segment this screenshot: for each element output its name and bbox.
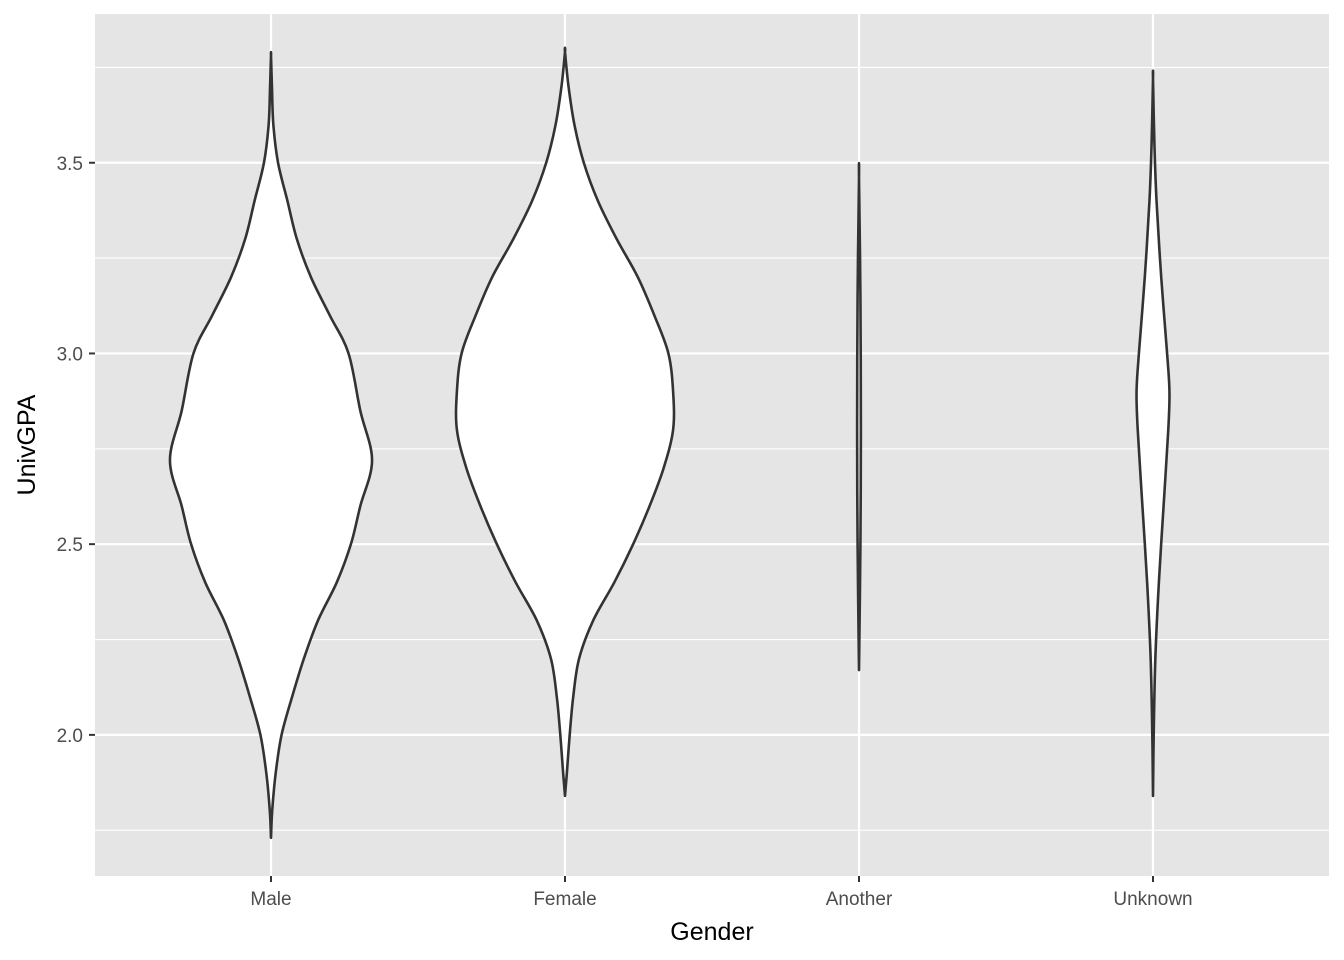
violin-male (168, 50, 374, 840)
y-tick-label: 3.5 (57, 154, 83, 175)
y-axis: 2.0 2.5 3.0 3.5 (57, 154, 95, 747)
x-tick-label-another: Another (826, 889, 893, 910)
violin-female (454, 46, 676, 798)
violin-another (855, 161, 863, 672)
violin-unknown (1135, 69, 1171, 798)
y-axis-title: UnivGPA (13, 394, 41, 495)
x-axis: Male Female Another Unknown (250, 876, 1193, 910)
violins (168, 46, 1171, 840)
x-tick-label-female: Female (533, 889, 596, 910)
x-tick-label-male: Male (250, 889, 291, 910)
y-tick-label: 2.5 (57, 535, 83, 556)
y-tick-label: 2.0 (57, 726, 83, 747)
x-axis-title: Gender (670, 918, 753, 946)
x-tick-label-unknown: Unknown (1113, 889, 1192, 910)
y-tick-label: 3.0 (57, 344, 83, 365)
